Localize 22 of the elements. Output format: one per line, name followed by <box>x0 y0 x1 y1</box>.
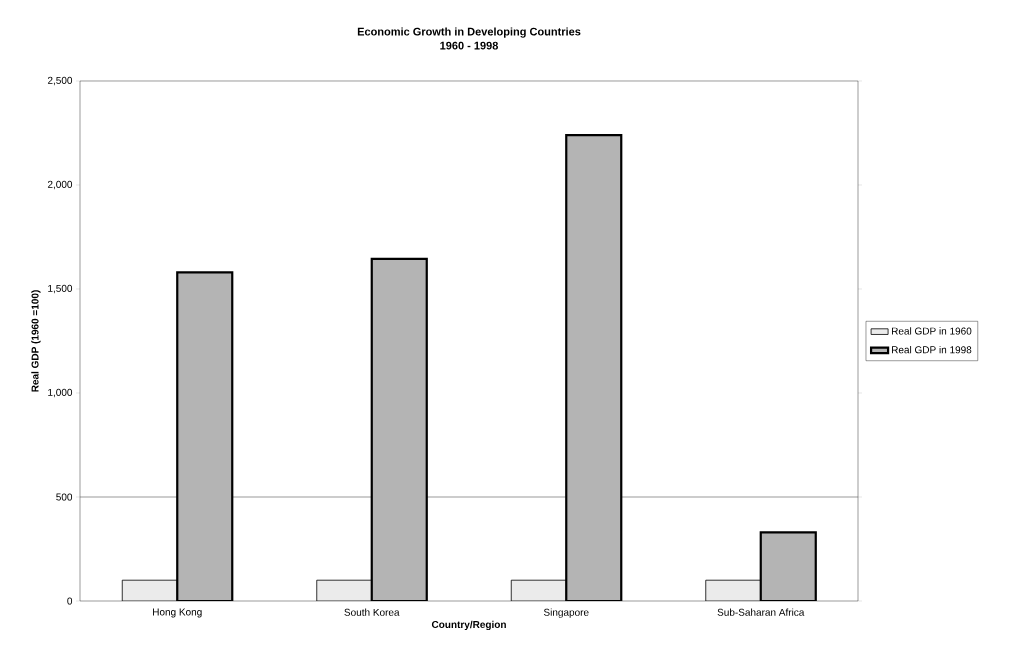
x-axis-title: Country/Region <box>431 620 506 631</box>
y-tick-label: 1,500 <box>48 284 73 294</box>
chart-subtitle: 1960 - 1998 <box>440 41 499 50</box>
bar <box>565 133 623 601</box>
x-tick-label: South Korea <box>344 608 400 616</box>
bar <box>370 257 428 601</box>
chart-title: Economic Growth in Developing Countries <box>357 27 581 38</box>
x-tick-label: Singapore <box>543 608 589 618</box>
x-tick-label: Hong Kong <box>153 608 202 618</box>
bar <box>316 579 373 601</box>
x-tick-label: Sub-Saharan Africa <box>717 608 805 616</box>
legend-label: Real GDP in 1960 <box>892 327 972 335</box>
bar <box>759 531 817 601</box>
legend-label: Real GDP in 1998 <box>892 345 972 354</box>
y-tick-label: 0 <box>67 597 73 605</box>
y-tick-label: 2,500 <box>47 76 73 86</box>
y-tick-label: 500 <box>56 493 73 501</box>
bar <box>705 579 762 601</box>
bar <box>176 271 234 601</box>
y-axis-title: Real GDP (1960 =100) <box>31 290 41 392</box>
y-tick-label: 2,000 <box>47 180 73 190</box>
y-tick-label: 1,000 <box>48 388 73 398</box>
